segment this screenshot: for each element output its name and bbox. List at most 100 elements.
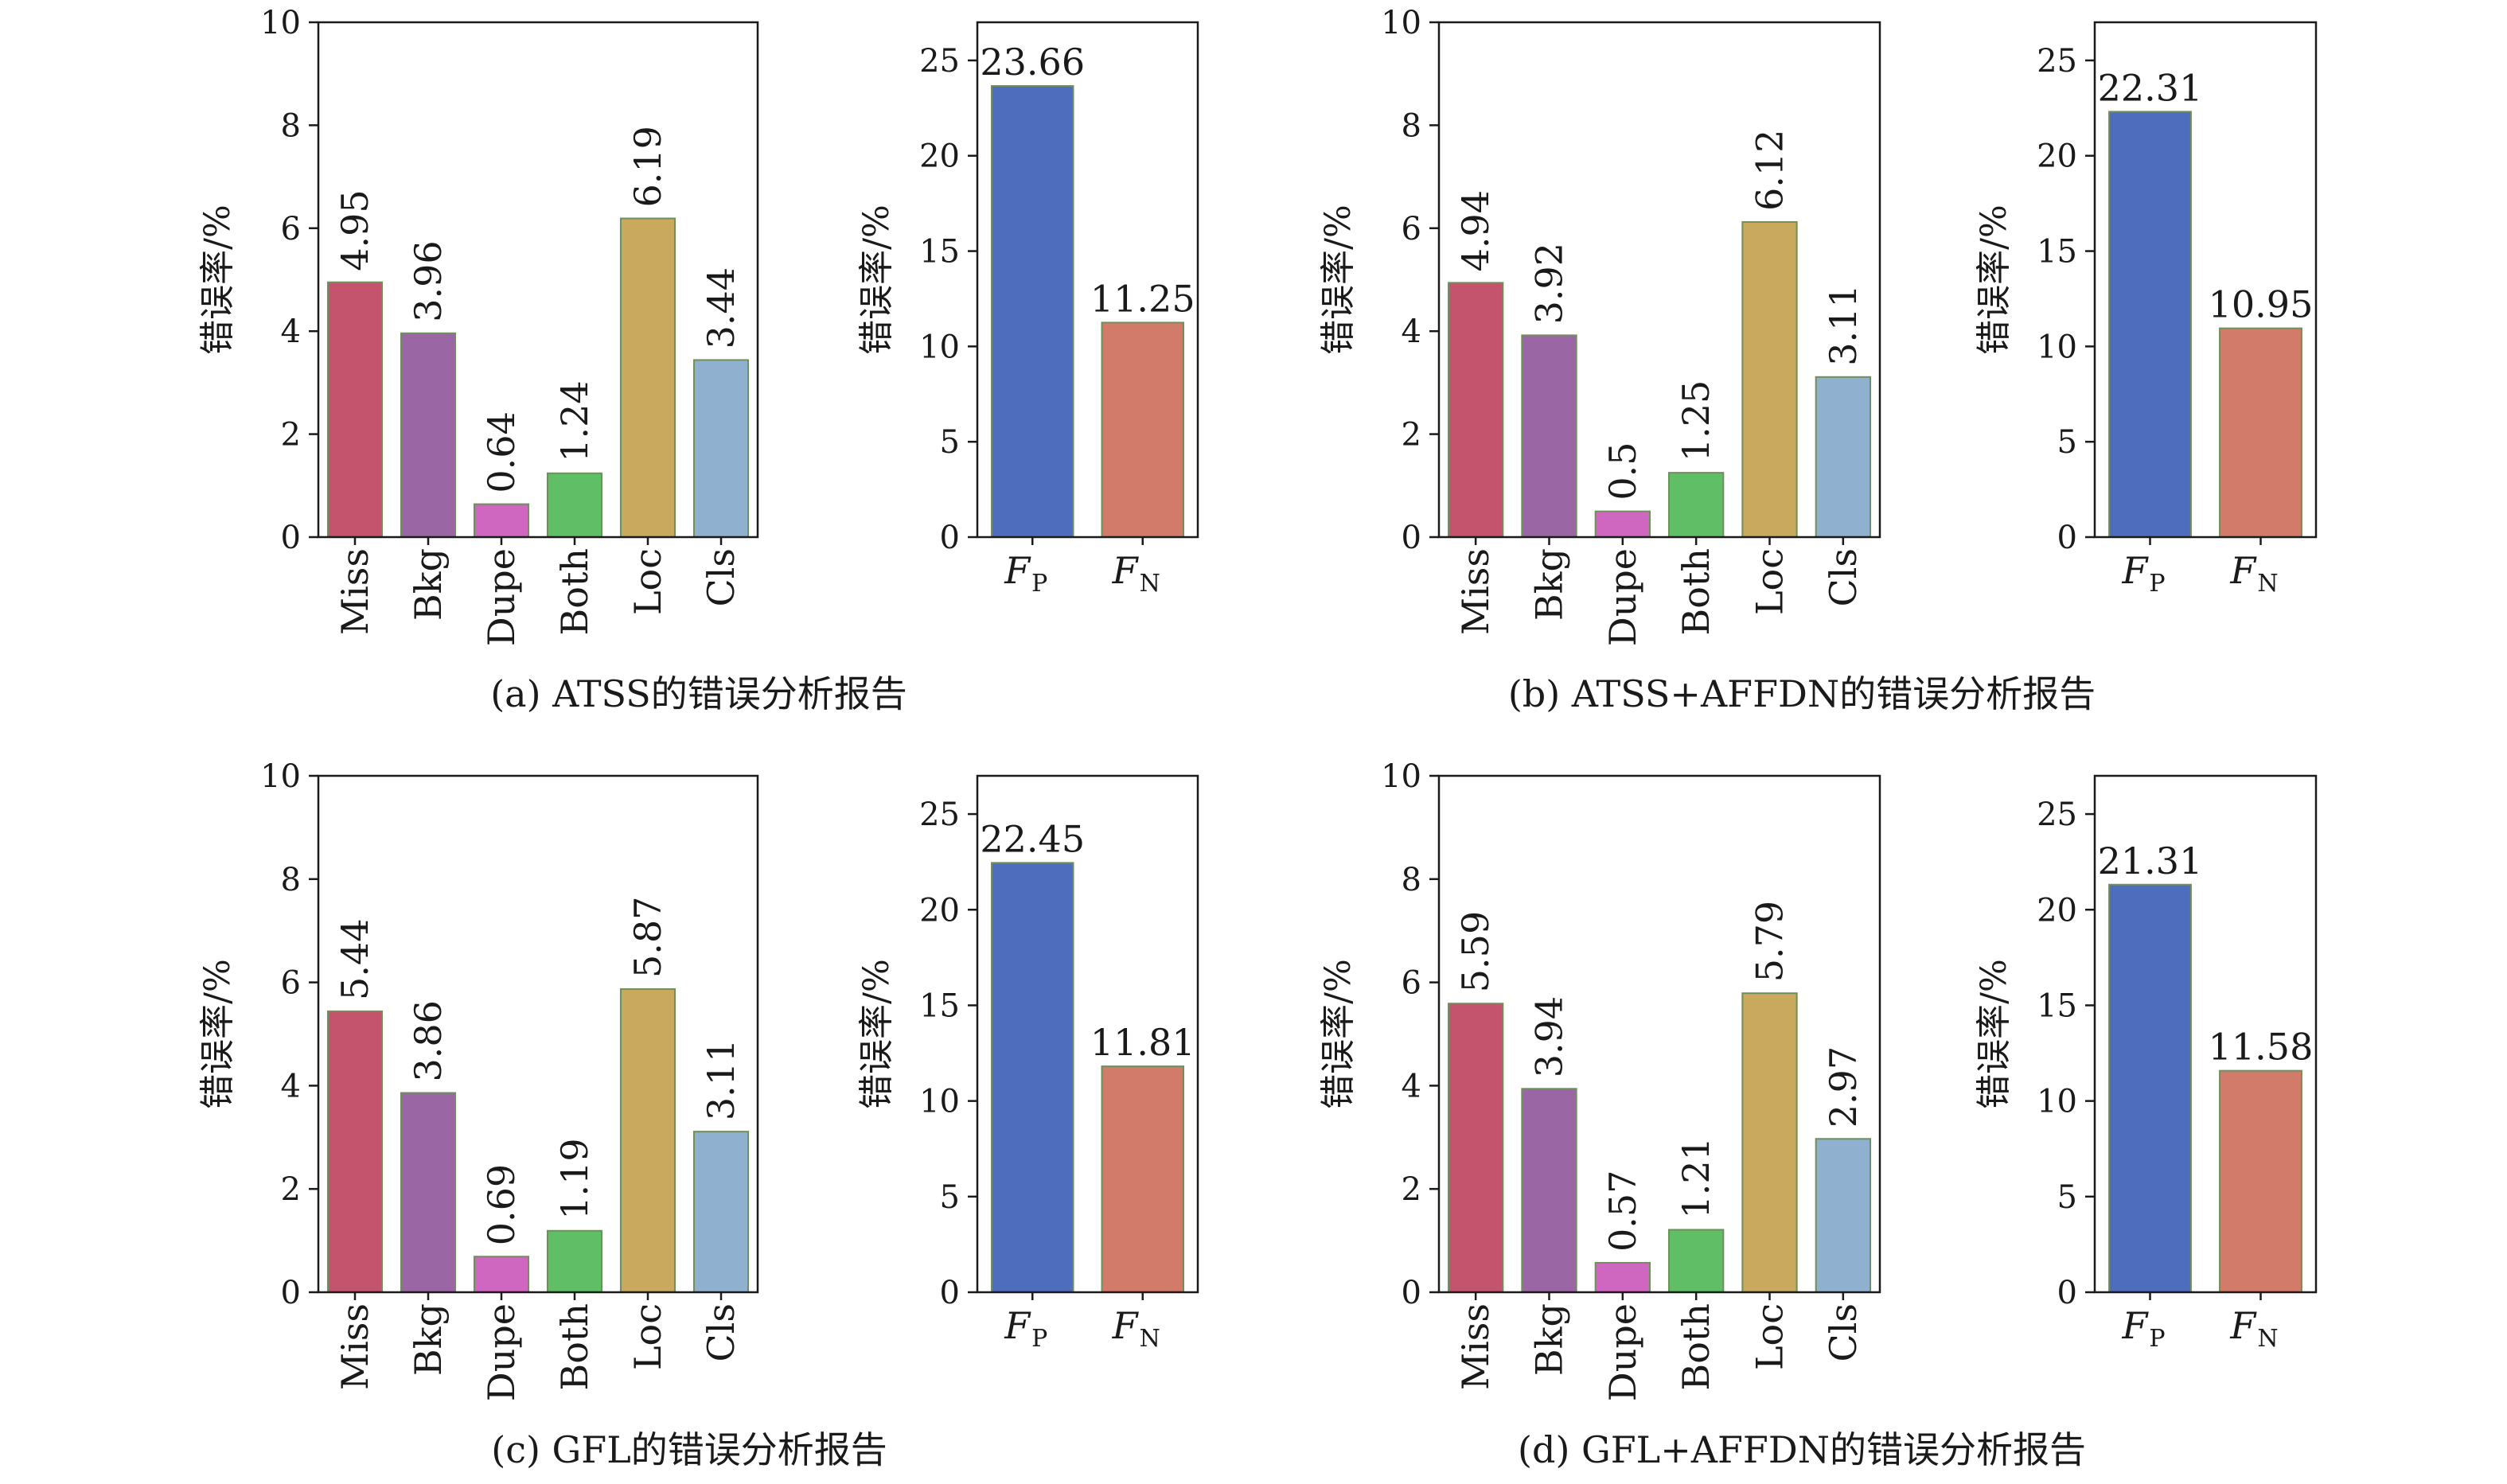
category-label: Bkg bbox=[407, 548, 450, 621]
category-label: FP bbox=[1004, 549, 1047, 598]
value-label: 11.81 bbox=[1090, 1021, 1195, 1064]
y-axis-label: 错误率/% bbox=[1974, 959, 2014, 1109]
value-label: 3.11 bbox=[700, 1039, 743, 1120]
y-tick-label: 10 bbox=[2037, 1084, 2077, 1120]
y-tick-label: 5 bbox=[940, 1179, 960, 1216]
y-tick-label: 6 bbox=[1402, 211, 1421, 247]
category-label: Cls bbox=[700, 1303, 743, 1362]
y-tick-label: 25 bbox=[919, 43, 960, 80]
y-tick-label: 4 bbox=[281, 1068, 301, 1104]
category-label: FP bbox=[2121, 1304, 2165, 1353]
y-tick-label: 10 bbox=[919, 1084, 960, 1120]
panel-1: 4.95 Miss 3.96 Bkg 0.64 Dupe 1.24 Both 6.19 Loc 3.… bbox=[197, 5, 1199, 715]
y-tick-label: 4 bbox=[1402, 1068, 1421, 1104]
bar-both bbox=[1668, 472, 1725, 538]
panel-caption: (a) ATSS的错误分析报告 bbox=[490, 672, 907, 715]
panel-2: 4.94 Miss 3.92 Bkg 0.5 Dupe 1.25 Both 6.12 Loc 3.1… bbox=[1318, 5, 2318, 715]
y-axis-label: 错误率/% bbox=[856, 204, 897, 355]
bar-dupe bbox=[1594, 1262, 1651, 1293]
category-label: Bkg bbox=[1528, 548, 1571, 621]
value-label: 1.19 bbox=[553, 1138, 596, 1219]
category-label: Both bbox=[553, 1303, 596, 1391]
category-label: Dupe bbox=[1601, 1303, 1644, 1401]
y-tick-label: 8 bbox=[1402, 107, 1421, 144]
y-axis-label: 错误率/% bbox=[856, 959, 897, 1109]
bar-fp bbox=[991, 862, 1074, 1293]
y-axis-label: 错误率/% bbox=[1318, 959, 1359, 1109]
fp-fn-chart: 22.45 FP 11.81 FN 0 5 10 15 20 25 错误率/% bbox=[856, 774, 1199, 1353]
y-tick-label: 10 bbox=[919, 329, 960, 365]
fp-fn-chart: 23.66 FP 11.25 FN 0 5 10 15 20 25 错误率/% bbox=[856, 21, 1199, 598]
y-tick-label: 6 bbox=[281, 965, 301, 1002]
y-tick-label: 8 bbox=[281, 862, 301, 898]
category-label: Miss bbox=[1454, 548, 1497, 635]
fp-fn-chart: 22.31 FP 10.95 FN 0 5 10 15 20 25 错误率/% bbox=[1974, 21, 2318, 598]
value-label: 23.66 bbox=[980, 41, 1085, 84]
plot-frame bbox=[976, 774, 1199, 1294]
y-tick-label: 2 bbox=[281, 1171, 301, 1208]
panel-3: 5.44 Miss 3.86 Bkg 0.69 Dupe 1.19 Both 5.87 Loc 3.… bbox=[197, 758, 1199, 1471]
category-label: Loc bbox=[626, 1303, 669, 1370]
plot-frame bbox=[1437, 774, 1881, 1294]
y-tick-label: 4 bbox=[281, 314, 301, 350]
bar-miss bbox=[326, 281, 384, 538]
bar-loc bbox=[1741, 221, 1798, 538]
y-tick-label: 25 bbox=[919, 797, 960, 833]
category-label: FP bbox=[2121, 549, 2165, 598]
bar-both bbox=[546, 1229, 603, 1294]
value-label: 6.19 bbox=[626, 126, 669, 207]
value-label: 0.5 bbox=[1601, 442, 1644, 500]
value-label: 5.87 bbox=[626, 897, 669, 978]
bar-fp bbox=[991, 85, 1074, 538]
value-label: 2.97 bbox=[1822, 1046, 1865, 1128]
value-label: 0.64 bbox=[480, 411, 523, 493]
bar-fn bbox=[2219, 1069, 2302, 1293]
fp-fn-chart: 21.31 FP 11.58 FN 0 5 10 15 20 25 错误率/% bbox=[1974, 774, 2318, 1353]
value-label: 3.86 bbox=[407, 1000, 450, 1081]
y-tick-label: 15 bbox=[2037, 987, 2077, 1024]
value-label: 5.44 bbox=[333, 919, 376, 1000]
category-label: FN bbox=[1112, 549, 1160, 598]
bar-cls bbox=[1815, 376, 1871, 538]
y-tick-label: 0 bbox=[1402, 1275, 1421, 1311]
category-label: Bkg bbox=[407, 1303, 450, 1376]
category-label: FN bbox=[1112, 1304, 1160, 1353]
bar-loc bbox=[619, 217, 676, 538]
category-label: FN bbox=[2229, 1304, 2278, 1353]
bar-cls bbox=[692, 359, 750, 538]
value-label: 0.69 bbox=[480, 1164, 523, 1245]
y-axis-label: 错误率/% bbox=[1974, 204, 2014, 355]
category-label: Cls bbox=[1822, 1303, 1865, 1362]
category-label: Dupe bbox=[1601, 548, 1644, 646]
bar-miss bbox=[1448, 282, 1504, 538]
category-label: Both bbox=[553, 548, 596, 636]
plot-frame bbox=[1437, 21, 1881, 539]
bar-fn bbox=[2219, 327, 2302, 538]
bar-bkg bbox=[400, 1092, 457, 1293]
y-tick-label: 6 bbox=[281, 211, 301, 247]
value-label: 1.25 bbox=[1675, 380, 1717, 462]
y-tick-label: 10 bbox=[1381, 5, 1421, 41]
value-label: 4.95 bbox=[333, 189, 376, 271]
category-label: FN bbox=[2229, 549, 2278, 598]
y-tick-label: 0 bbox=[940, 520, 960, 556]
y-tick-label: 10 bbox=[260, 758, 301, 795]
category-label: Both bbox=[1675, 1303, 1717, 1391]
plot-frame bbox=[976, 21, 1199, 539]
y-tick-label: 20 bbox=[2037, 138, 2077, 175]
value-label: 3.11 bbox=[1822, 284, 1865, 365]
y-tick-label: 0 bbox=[2057, 1275, 2077, 1311]
y-tick-label: 0 bbox=[281, 520, 301, 556]
error-type-chart: 5.59 Miss 3.94 Bkg 0.57 Dupe 1.21 Both 5.79 Loc 2.… bbox=[1318, 758, 1881, 1401]
value-label: 3.96 bbox=[407, 240, 450, 321]
value-label: 0.57 bbox=[1601, 1170, 1644, 1252]
bar-cls bbox=[1815, 1138, 1871, 1293]
category-label: Dupe bbox=[480, 548, 523, 646]
bar-bkg bbox=[1521, 334, 1577, 538]
y-tick-label: 0 bbox=[2057, 520, 2077, 556]
category-label: Loc bbox=[1749, 548, 1792, 615]
category-label: Dupe bbox=[480, 1303, 523, 1401]
bar-bkg bbox=[400, 332, 457, 538]
y-tick-label: 0 bbox=[281, 1275, 301, 1311]
category-label: Both bbox=[1675, 548, 1717, 636]
